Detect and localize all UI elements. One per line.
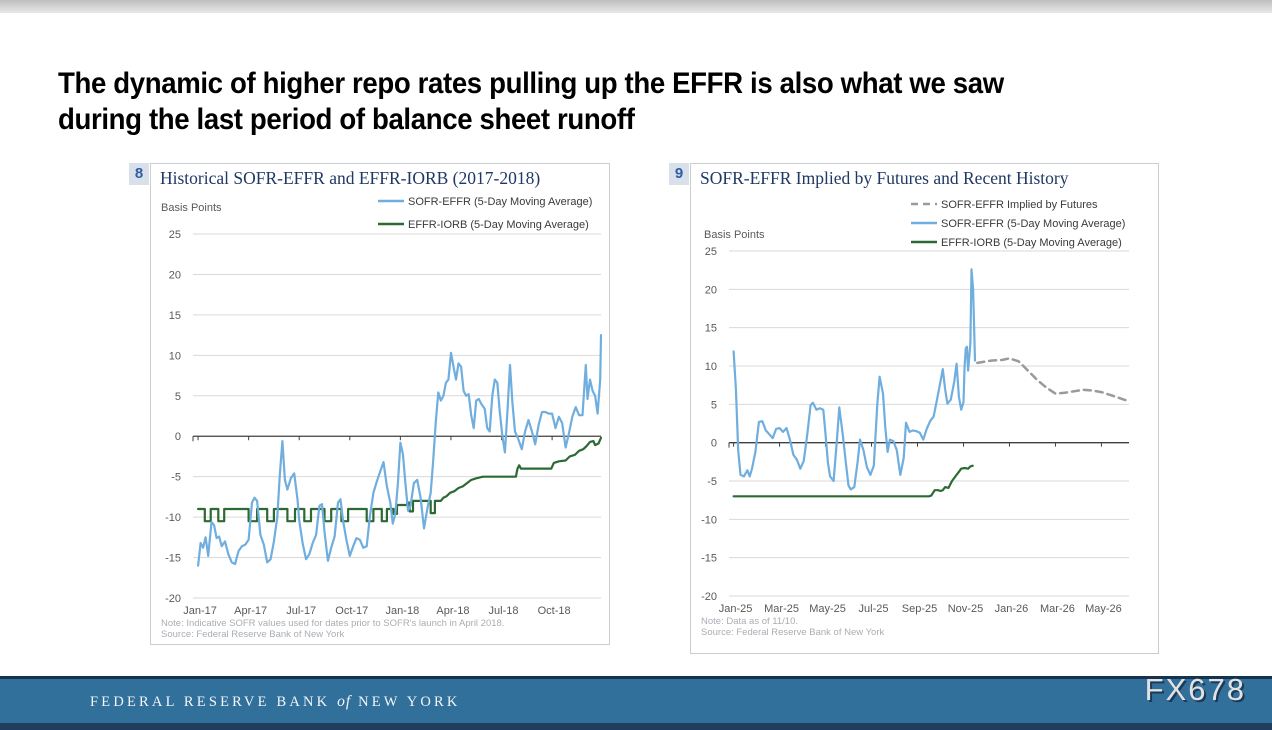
x-tick-label: Apr-18	[436, 605, 469, 617]
legend-label: EFFR-IORB (5-Day Moving Average)	[408, 219, 589, 231]
x-tick-label: Nov-25	[948, 603, 983, 615]
x-tick-label: May-25	[809, 603, 846, 615]
series-line	[197, 436, 603, 523]
chart-title: SOFR-EFFR Implied by Futures and Recent …	[700, 168, 1069, 188]
y-tick-label: 5	[175, 391, 181, 403]
y-axis-title: Basis Points	[704, 229, 765, 241]
bank-name-of: of	[337, 693, 352, 710]
chart-panel-futures: 9 SOFR-EFFR Implied by Futures and Recen…	[669, 163, 1159, 654]
chart-number-badge: 9	[669, 163, 689, 185]
bank-name-part1: FEDERAL RESERVE BANK	[90, 694, 331, 710]
y-tick-label: 25	[705, 246, 717, 258]
legend-label: SOFR-EFFR (5-Day Moving Average)	[408, 196, 592, 208]
series-line	[197, 334, 603, 567]
chart-panel-historical: 8 Historical SOFR-EFFR and EFFR-IORB (20…	[129, 163, 610, 645]
y-tick-label: 15	[169, 310, 181, 322]
x-tick-label: Apr-17	[234, 605, 267, 617]
series-line	[732, 464, 974, 498]
bank-name-part2: NEW YORK	[358, 694, 461, 710]
x-tick-label: Sep-25	[902, 603, 937, 615]
chart-title: Historical SOFR-EFFR and EFFR-IORB (2017…	[160, 168, 541, 188]
series-line	[732, 268, 977, 491]
y-tick-label: -20	[701, 591, 717, 603]
x-tick-label: Jan-17	[183, 605, 217, 617]
y-tick-label: -10	[165, 512, 181, 524]
legend-label: EFFR-IORB (5-Day Moving Average)	[941, 237, 1122, 249]
chart-number-badge: 8	[129, 163, 149, 185]
legend-label: SOFR-EFFR Implied by Futures	[941, 199, 1098, 211]
legend-label: SOFR-EFFR (5-Day Moving Average)	[941, 218, 1125, 230]
y-tick-label: -10	[701, 514, 717, 526]
y-tick-label: -15	[165, 553, 181, 565]
chart-source: Source: Federal Reserve Bank of New York	[161, 629, 344, 640]
x-tick-label: Jul-18	[489, 605, 519, 617]
y-tick-label: -5	[171, 472, 181, 484]
x-tick-label: Mar-26	[1040, 603, 1075, 615]
footer-top-rule	[0, 676, 1272, 679]
y-tick-label: 10	[169, 350, 181, 362]
x-tick-label: May-26	[1085, 603, 1122, 615]
x-tick-label: Oct-17	[335, 605, 368, 617]
x-tick-label: Jul-25	[859, 603, 889, 615]
x-tick-label: Mar-25	[764, 603, 799, 615]
y-tick-label: 25	[169, 229, 181, 241]
y-tick-label: -15	[701, 553, 717, 565]
fx678-watermark: FX678	[1144, 672, 1246, 707]
frbny-logo-text: FEDERAL RESERVE BANK of NEW YORK	[90, 679, 461, 723]
x-tick-label: Jan-26	[995, 603, 1029, 615]
slide-title: The dynamic of higher repo rates pulling…	[58, 67, 1004, 136]
top-gradient-bar	[0, 0, 1272, 13]
x-tick-label: Jan-25	[719, 603, 753, 615]
chart-note: Note: Data as of 11/10.	[701, 616, 798, 627]
y-tick-label: 20	[705, 284, 717, 296]
chart-note: Note: Indicative SOFR values used for da…	[161, 618, 504, 629]
chart-source: Source: Federal Reserve Bank of New York	[701, 627, 884, 638]
y-tick-label: -5	[707, 476, 717, 488]
y-tick-label: -20	[165, 593, 181, 605]
x-tick-label: Jul-17	[286, 605, 316, 617]
y-axis-title: Basis Points	[161, 202, 222, 214]
y-tick-label: 10	[705, 361, 717, 373]
y-tick-label: 5	[711, 399, 717, 411]
x-tick-label: Jan-18	[386, 605, 420, 617]
y-tick-label: 0	[175, 431, 181, 443]
y-tick-label: 20	[169, 269, 181, 281]
footer-bar: FEDERAL RESERVE BANK of NEW YORK FX678	[0, 672, 1272, 723]
footer-bottom-strip	[0, 723, 1272, 730]
y-tick-label: 0	[711, 438, 717, 450]
series-line	[976, 357, 1131, 403]
x-tick-label: Oct-18	[538, 605, 571, 617]
y-tick-label: 15	[705, 323, 717, 335]
